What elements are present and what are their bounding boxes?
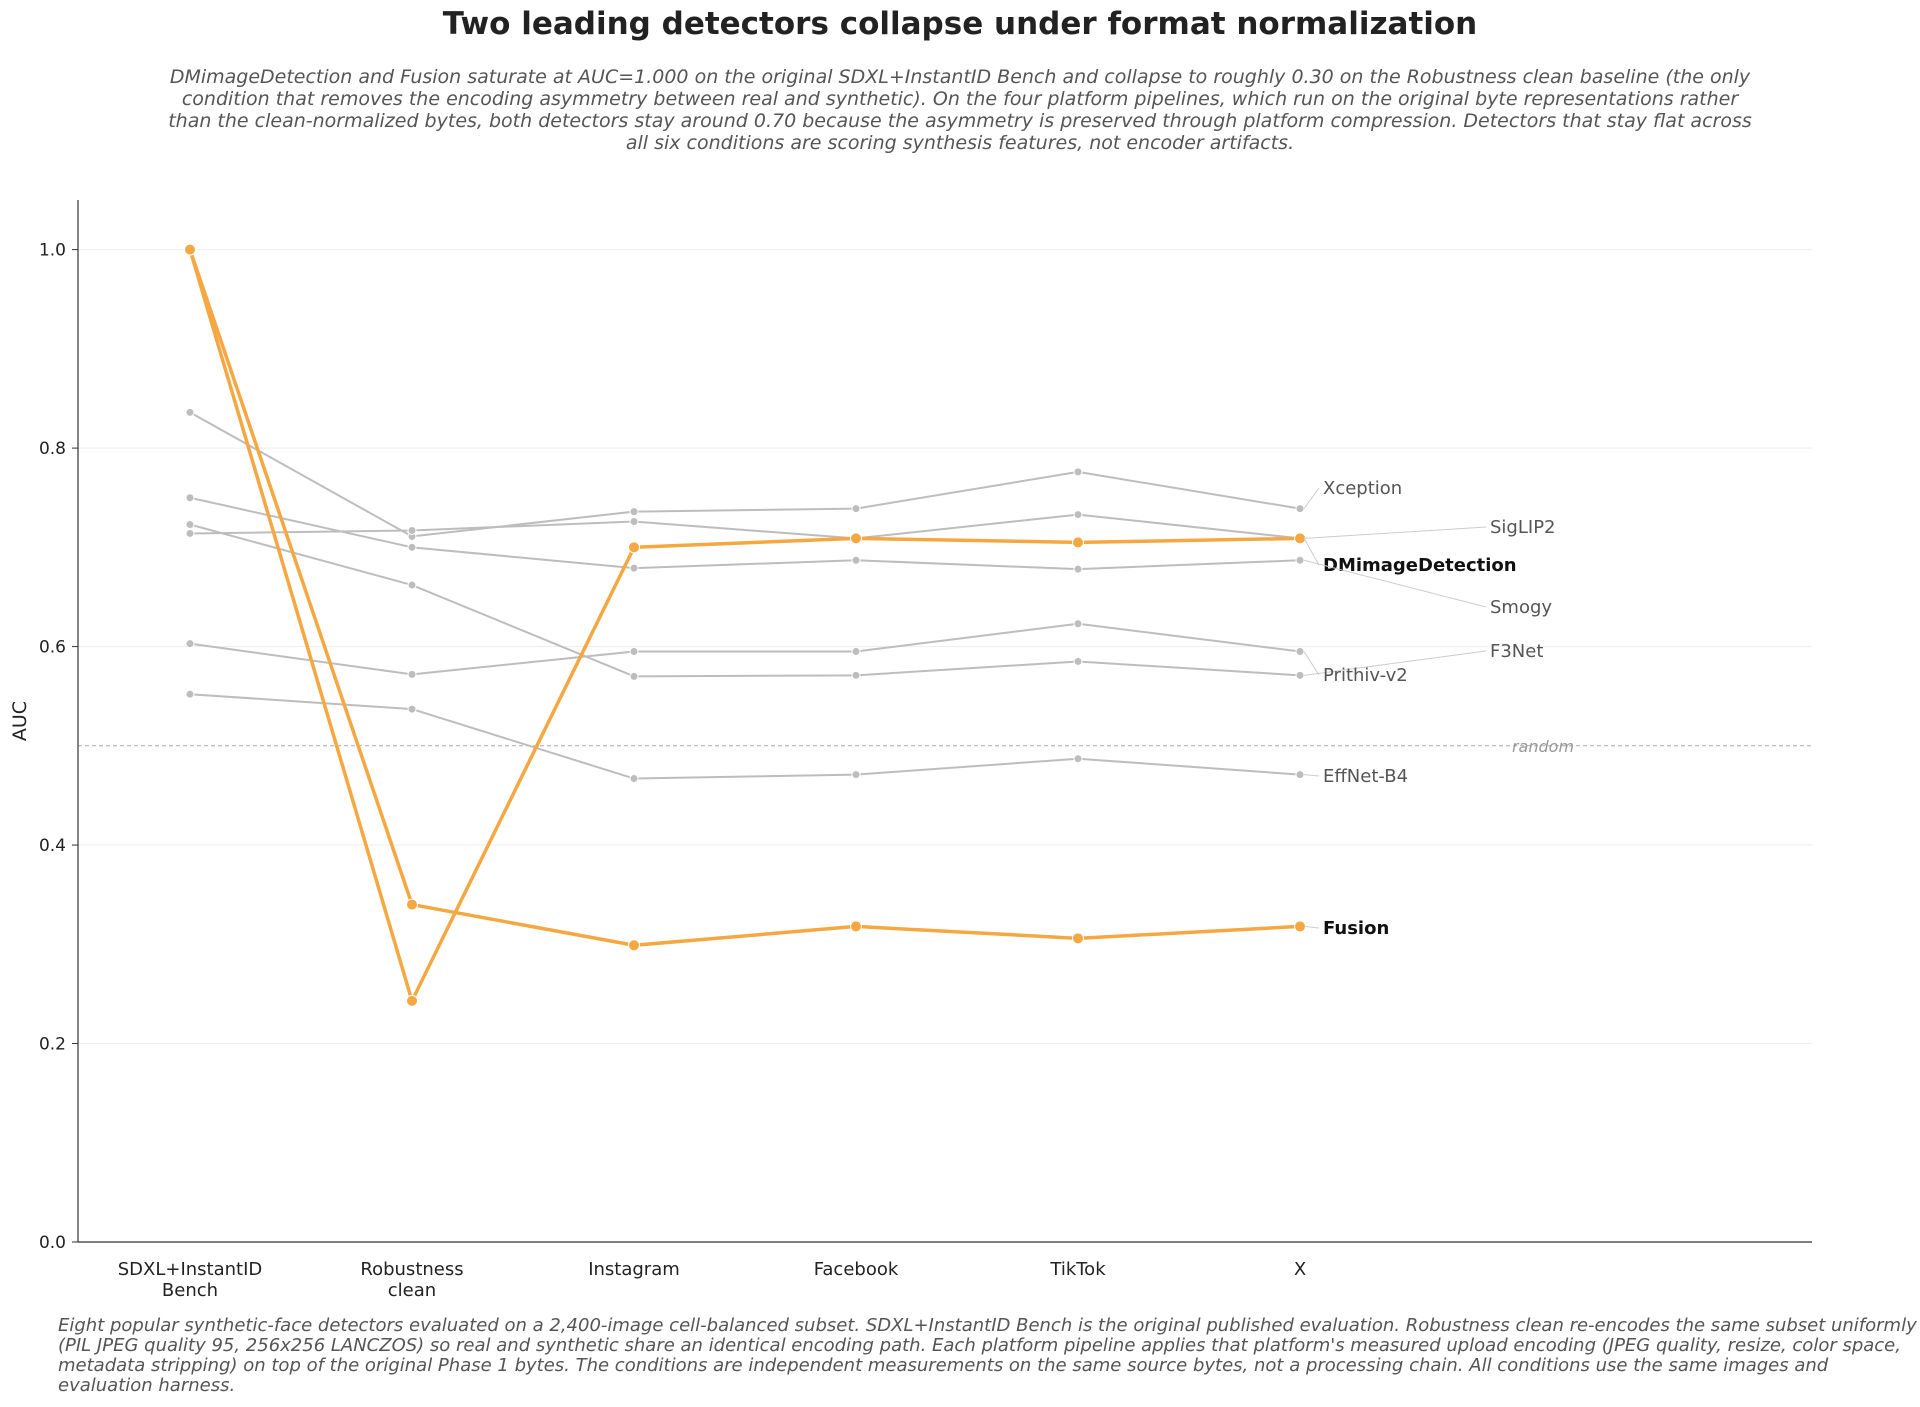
data-point bbox=[851, 555, 861, 565]
series-label-dmimagedetection: DMimageDetection bbox=[1323, 555, 1517, 576]
label-leader-line bbox=[1303, 774, 1320, 777]
data-point bbox=[628, 541, 640, 554]
data-point bbox=[1073, 619, 1083, 629]
label-leader-line bbox=[1303, 538, 1320, 566]
x-tick-label: Facebook bbox=[814, 1259, 899, 1280]
chart-title: Two leading detectors collapse under for… bbox=[442, 6, 1478, 42]
series-label-smogy: Smogy bbox=[1490, 597, 1552, 618]
x-tick-label: Robustness bbox=[360, 1259, 463, 1280]
data-point bbox=[1073, 754, 1083, 764]
series-label-prithiv-v2: Prithiv-v2 bbox=[1323, 665, 1408, 686]
series-line-effnet-b4 bbox=[189, 693, 1301, 780]
data-point bbox=[629, 647, 639, 657]
data-point bbox=[1073, 564, 1083, 574]
data-point bbox=[629, 517, 639, 527]
data-point bbox=[628, 939, 640, 952]
data-point bbox=[850, 920, 862, 933]
x-tick-label: TikTok bbox=[1049, 1259, 1106, 1280]
data-point bbox=[1295, 647, 1305, 657]
line-chart: 0.0 0.2 0.4 0.6 0.8 1.0 random AUC SDXL+InstantI… bbox=[9, 200, 1812, 1300]
data-point bbox=[185, 493, 195, 503]
y-tick-label: 1.0 bbox=[39, 241, 66, 261]
series-line-smogy bbox=[189, 496, 1301, 571]
data-point bbox=[184, 243, 196, 256]
random-reference-label: random bbox=[1512, 737, 1574, 756]
data-point bbox=[185, 528, 195, 538]
label-leader-line bbox=[1303, 526, 1487, 539]
data-point bbox=[851, 770, 861, 780]
data-point bbox=[407, 669, 417, 679]
data-point bbox=[850, 532, 862, 545]
data-point bbox=[1295, 670, 1305, 680]
x-tick-label: clean bbox=[388, 1280, 436, 1300]
data-point bbox=[1073, 510, 1083, 520]
data-point bbox=[185, 407, 195, 417]
label-leader-line bbox=[1303, 559, 1487, 608]
series-label-xception: Xception bbox=[1323, 478, 1402, 499]
data-point bbox=[185, 689, 195, 699]
series-line-xception bbox=[189, 411, 1301, 538]
x-tick-label: Bench bbox=[162, 1280, 218, 1300]
series-line-fusion bbox=[188, 247, 1302, 948]
series-label-siglip2: SigLIP2 bbox=[1490, 517, 1556, 538]
data-point bbox=[629, 671, 639, 681]
data-point bbox=[1073, 467, 1083, 477]
data-point bbox=[1295, 555, 1305, 565]
data-point bbox=[1294, 532, 1306, 545]
data-point bbox=[851, 647, 861, 657]
x-tick-label: SDXL+InstantID bbox=[118, 1259, 263, 1280]
series-label-f3net: F3Net bbox=[1490, 641, 1543, 662]
label-leader-line bbox=[1303, 651, 1320, 676]
y-axis-label: AUC bbox=[9, 701, 31, 741]
data-point bbox=[1073, 656, 1083, 666]
y-tick-label: 0.8 bbox=[39, 439, 66, 459]
y-tick-label: 0.0 bbox=[39, 1233, 66, 1253]
series-line-prithiv-v2 bbox=[189, 622, 1301, 676]
series-line-dmimagedetection bbox=[188, 247, 1302, 1003]
y-tick-label: 0.2 bbox=[39, 1035, 66, 1055]
chart-caption: Eight popular synthetic-face detectors e… bbox=[58, 1315, 1917, 1396]
data-point bbox=[406, 994, 418, 1007]
chart-subtitle: DMimageDetection and Fusion saturate at … bbox=[168, 66, 1752, 154]
data-point bbox=[185, 639, 195, 649]
x-tick-label: Instagram bbox=[588, 1259, 680, 1280]
data-point bbox=[1072, 932, 1084, 945]
data-point bbox=[407, 580, 417, 590]
label-leader-line bbox=[1303, 925, 1320, 929]
data-point bbox=[185, 520, 195, 530]
series-label-effnet-b4: EffNet-B4 bbox=[1323, 766, 1408, 787]
series-line-siglip2 bbox=[189, 513, 1301, 540]
data-point bbox=[1295, 770, 1305, 780]
data-point bbox=[629, 563, 639, 573]
y-tick-label: 0.4 bbox=[39, 836, 66, 856]
label-leader-line bbox=[1303, 650, 1487, 676]
data-point bbox=[851, 504, 861, 514]
data-point bbox=[406, 898, 418, 911]
data-point bbox=[407, 525, 417, 535]
label-leader-line bbox=[1303, 487, 1320, 509]
data-point bbox=[629, 774, 639, 784]
data-point bbox=[1295, 504, 1305, 514]
series-label-fusion: Fusion bbox=[1323, 918, 1389, 939]
y-tick-label: 0.6 bbox=[39, 638, 66, 658]
series-line-f3net bbox=[189, 523, 1301, 678]
x-tick-label: X bbox=[1294, 1259, 1306, 1280]
data-point bbox=[407, 542, 417, 552]
data-point bbox=[629, 507, 639, 517]
data-point bbox=[1072, 536, 1084, 549]
data-point bbox=[407, 704, 417, 714]
data-point bbox=[1294, 920, 1306, 933]
data-point bbox=[851, 670, 861, 680]
